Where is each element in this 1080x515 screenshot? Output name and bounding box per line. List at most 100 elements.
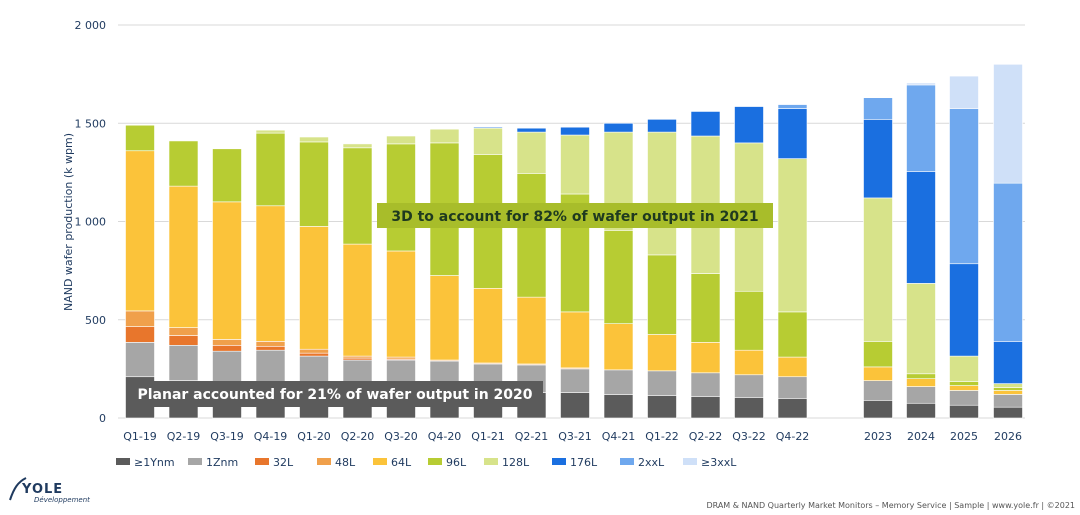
bar-segment — [734, 374, 764, 398]
bar-segment — [690, 273, 721, 343]
bar-segment — [993, 64, 1023, 184]
bar-segment — [342, 243, 373, 357]
bar-segment — [647, 131, 677, 256]
bar-segment — [560, 392, 590, 419]
bar-segment — [255, 341, 286, 347]
bar-segment — [603, 122, 634, 133]
x-tick-label: 2026 — [994, 430, 1022, 443]
legend-swatch — [428, 458, 442, 465]
bar-segment — [647, 254, 677, 335]
x-tick-label: Q1-21 — [471, 430, 505, 443]
bar-segment — [603, 230, 634, 324]
bar-segment — [690, 372, 721, 397]
bar-segment — [949, 381, 979, 386]
bar-segment — [949, 390, 979, 406]
footer-text: DRAM & NAND Quarterly Market Monitors – … — [706, 501, 1075, 510]
bar-segment — [734, 290, 764, 351]
x-tick-label: Q2-22 — [689, 430, 723, 443]
bar-segment — [386, 250, 416, 358]
bar-segment — [777, 398, 808, 419]
y-tick-labels: 0 500 1 000 1 500 2 000 — [75, 19, 107, 425]
bar-segment — [906, 386, 936, 404]
bar-segment — [255, 129, 286, 134]
bar-segment — [212, 201, 242, 340]
bar-segment — [777, 376, 808, 399]
bars — [125, 64, 1023, 419]
x-tick-label: Q1-22 — [645, 430, 679, 443]
bar-segment — [473, 288, 503, 364]
bar-segment — [734, 349, 764, 376]
y-tick-label: 0 — [99, 412, 106, 425]
bar-segment — [516, 173, 547, 298]
bar-segment — [690, 342, 721, 374]
bar-segment — [516, 131, 547, 174]
bar-segment — [516, 127, 547, 133]
bar-segment — [863, 366, 893, 381]
bar-segment — [863, 97, 893, 120]
bar-segment — [299, 348, 329, 354]
annotations: 3D to account for 82% of wafer output in… — [127, 203, 773, 407]
bar-segment — [647, 395, 677, 419]
legend-swatch — [484, 458, 498, 465]
annotation-text-3d: 3D to account for 82% of wafer output in… — [391, 209, 758, 225]
y-tick-label: 2 000 — [75, 19, 107, 32]
legend-label: 96L — [446, 456, 467, 469]
legend-label: 1Znm — [206, 456, 238, 469]
bar-segment — [906, 283, 936, 375]
x-tick-label: Q3-19 — [210, 430, 244, 443]
x-tick-label: Q4-22 — [776, 430, 810, 443]
bar-segment — [429, 128, 460, 144]
x-tick-label: Q2-21 — [515, 430, 549, 443]
bar-segment — [863, 400, 893, 419]
bar-segment — [603, 369, 634, 395]
bar-segment — [949, 108, 979, 265]
bar-segment — [168, 185, 199, 328]
bar-segment — [255, 349, 286, 386]
bar-segment — [125, 342, 155, 378]
x-tick-label: Q3-22 — [732, 430, 766, 443]
bar-segment — [993, 387, 1023, 391]
x-tick-label: Q4-20 — [428, 430, 462, 443]
bar-segment — [168, 335, 199, 346]
logo-subtext: Développement — [34, 496, 90, 504]
legend-label: 48L — [335, 456, 356, 469]
bar-segment — [993, 406, 1023, 419]
legend-label: 176L — [570, 456, 598, 469]
bar-segment — [386, 143, 416, 252]
bar-segment — [734, 397, 764, 419]
x-tick-label: 2023 — [864, 430, 892, 443]
x-tick-labels: Q1-19 Q2-19 Q3-19 Q4-19 Q1-20 Q2-20 Q3-20 Q4-20… — [123, 430, 1022, 443]
bar-segment — [949, 355, 979, 382]
bar-segment — [255, 345, 286, 351]
bar-segment — [299, 136, 329, 143]
legend: ≥1Ynm 1Znm 32L 48L 64L 96L 128L 176L 2xxL ≥3xxL — [116, 456, 737, 469]
bar-segment — [777, 311, 808, 358]
bar-segment — [906, 402, 936, 419]
legend-swatch — [317, 458, 331, 465]
bar-segment — [949, 75, 979, 109]
bar-segment — [863, 380, 893, 401]
bar-segment — [212, 344, 242, 352]
bar-segment — [993, 390, 1023, 395]
annotation-text-planar: Planar accounted for 21% of wafer output… — [137, 387, 532, 403]
bar-segment — [168, 140, 199, 187]
annotation-box-3d — [377, 203, 773, 228]
x-tick-label: Q3-20 — [384, 430, 418, 443]
bar-segment — [863, 341, 893, 368]
x-tick-label: Q2-20 — [341, 430, 375, 443]
x-tick-label: Q1-20 — [297, 430, 331, 443]
bar-segment — [255, 205, 286, 342]
logo-mark-icon — [9, 477, 27, 501]
legend-swatch — [620, 458, 634, 465]
bar-segment — [906, 171, 936, 284]
legend-swatch — [683, 458, 697, 465]
bar-segment — [125, 310, 155, 327]
bar-segment — [473, 126, 503, 129]
legend-label: 32L — [273, 456, 294, 469]
x-tick-label: Q1-19 — [123, 430, 157, 443]
annotation-box-planar — [127, 381, 543, 407]
bar-segment — [342, 147, 373, 245]
legend-label: ≥1Ynm — [134, 456, 175, 469]
bar-segment — [734, 106, 764, 144]
legend-swatch — [188, 458, 202, 465]
